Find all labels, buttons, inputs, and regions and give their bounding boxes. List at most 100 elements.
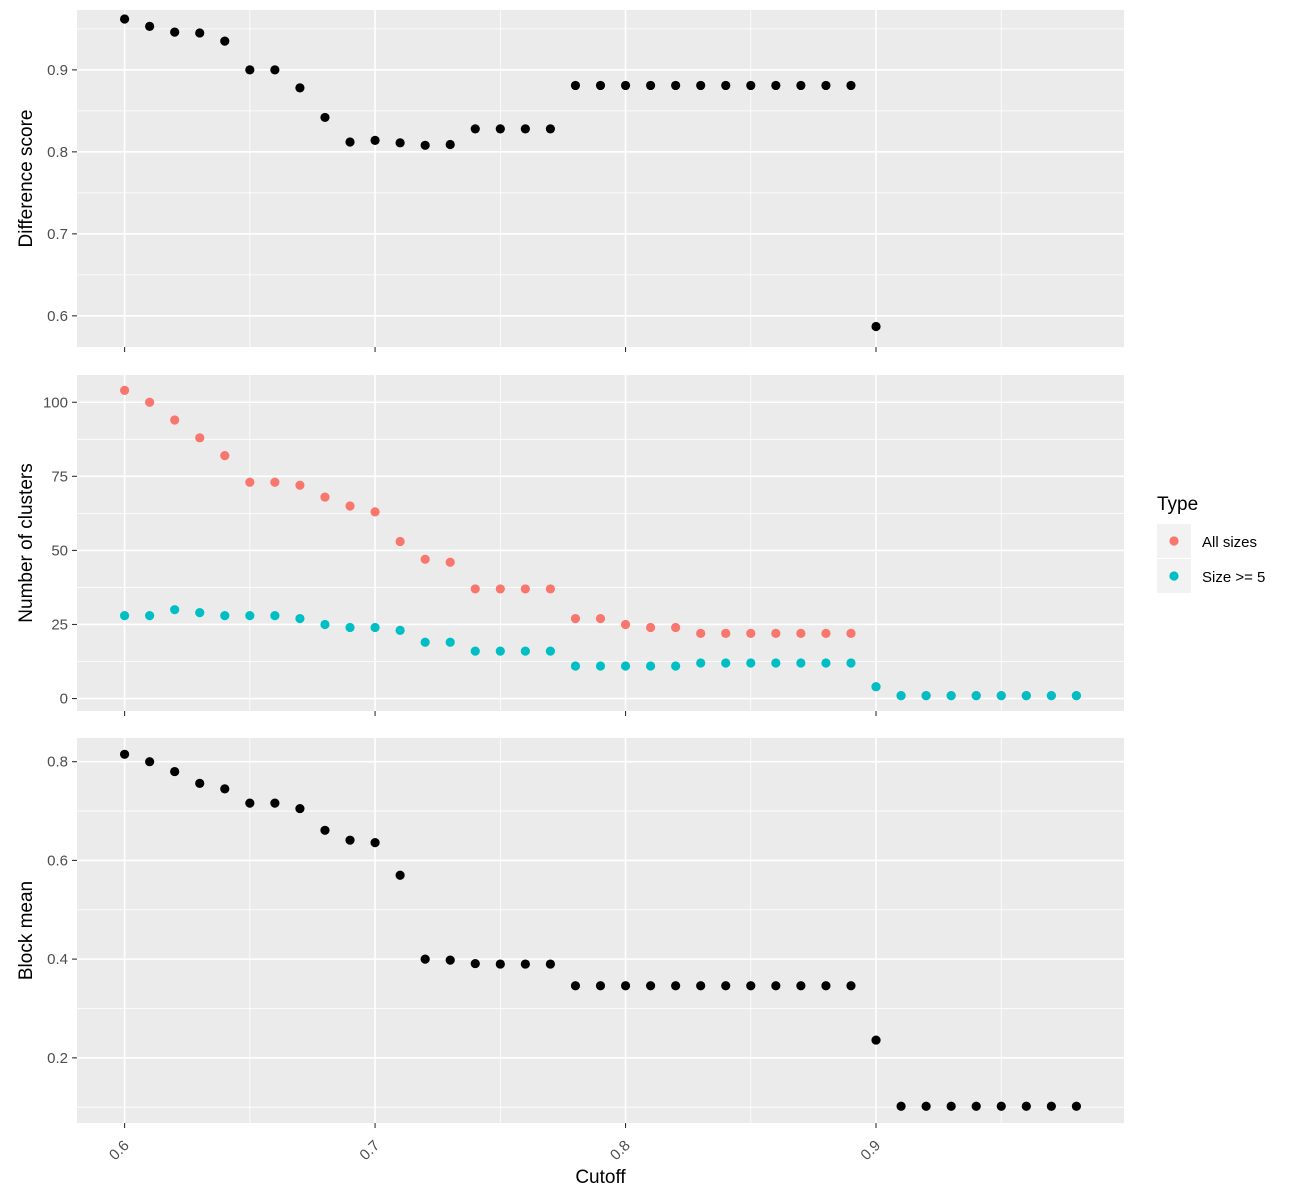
- panel-background: [77, 10, 1124, 347]
- data-point: [470, 958, 480, 969]
- y-tick-label: 0.2: [47, 1050, 68, 1067]
- series-1: [119, 749, 1082, 1111]
- data-point: [721, 981, 731, 991]
- data-point: [170, 605, 180, 615]
- data-point: [1046, 690, 1056, 701]
- data-point: [420, 954, 430, 964]
- data-point: [119, 385, 130, 396]
- data-point: [570, 661, 581, 671]
- data-point: [771, 628, 781, 638]
- data-point: [345, 622, 355, 633]
- data-point: [696, 658, 706, 668]
- y-tick-label: 0: [60, 691, 68, 708]
- data-point: [921, 690, 931, 701]
- data-point: [696, 80, 706, 91]
- y-tick-label: 0.4: [47, 951, 68, 968]
- data-point: [295, 83, 305, 93]
- data-point: [395, 536, 405, 547]
- y-tick-label: 50: [51, 542, 68, 559]
- data-point: [245, 477, 255, 487]
- data-point: [796, 658, 806, 668]
- data-point: [1071, 1101, 1082, 1111]
- data-point: [746, 80, 756, 91]
- data-point: [520, 646, 530, 656]
- y-tick-label: 0.8: [47, 144, 68, 161]
- data-point: [145, 610, 155, 621]
- data-point: [345, 137, 355, 147]
- data-point: [470, 124, 480, 134]
- data-point: [220, 450, 230, 461]
- data-point: [921, 1101, 931, 1111]
- data-point: [495, 646, 505, 656]
- data-point: [846, 981, 856, 991]
- data-point: [846, 658, 856, 668]
- data-point: [821, 981, 831, 991]
- data-point: [245, 65, 255, 75]
- data-point: [696, 628, 706, 638]
- data-point: [821, 658, 831, 668]
- data-point: [420, 637, 430, 647]
- data-point: [170, 766, 180, 777]
- data-point: [119, 749, 130, 759]
- data-point: [971, 690, 981, 701]
- data-point: [746, 981, 756, 991]
- y-tick-label: 100: [43, 394, 68, 411]
- y-tick-label: 25: [51, 616, 68, 633]
- data-point: [195, 778, 205, 789]
- data-point: [370, 135, 380, 145]
- data-point: [220, 610, 230, 621]
- data-point: [295, 803, 305, 814]
- data-point: [145, 397, 155, 407]
- data-point: [370, 507, 380, 517]
- y-axis-title: Block mean: [16, 881, 37, 980]
- data-point: [170, 415, 180, 425]
- data-point: [595, 981, 606, 991]
- data-point: [320, 619, 330, 630]
- data-point: [746, 658, 756, 668]
- panel-3: 0.2 0.4 0.6 0.8 0.6 0.7 0.8 0.9 Block mean Cutoff: [16, 738, 1124, 1188]
- data-point: [896, 690, 906, 701]
- data-point: [796, 80, 806, 91]
- panel-1: 0.6 0.7 0.8 0.9 Difference score: [16, 10, 1124, 352]
- data-point: [195, 28, 205, 38]
- data-point: [871, 682, 881, 692]
- data-point: [520, 124, 530, 134]
- series-1: [119, 14, 881, 332]
- series-1: [119, 385, 1082, 701]
- data-point: [370, 622, 380, 633]
- x-tick-label: 0.9: [857, 1137, 884, 1164]
- data-point: [645, 661, 656, 671]
- legend-dot-size-5: [1169, 571, 1179, 581]
- legend-label-size-5: Size >= 5: [1202, 569, 1265, 586]
- data-point: [395, 625, 405, 636]
- data-point: [996, 1101, 1006, 1111]
- data-point: [520, 584, 530, 594]
- legend: Type All sizes Size >= 5: [1157, 494, 1265, 593]
- data-point: [270, 477, 280, 487]
- data-point: [145, 757, 155, 767]
- data-point: [821, 80, 831, 91]
- data-point: [671, 80, 681, 91]
- data-point: [1046, 1101, 1056, 1111]
- data-point: [645, 981, 656, 991]
- data-point: [1021, 1101, 1031, 1111]
- legend-label-all-sizes: All sizes: [1202, 534, 1257, 551]
- y-tick-label: 0.6: [47, 308, 68, 325]
- data-point: [796, 981, 806, 991]
- data-point: [395, 138, 405, 148]
- panels: 0.6 0.7 0.8 0.9 Difference score 0 25 50 75 100 Nu…: [16, 10, 1124, 1188]
- x-tick-label: 0.6: [106, 1137, 133, 1164]
- data-point: [796, 628, 806, 638]
- y-tick-label: 75: [51, 468, 68, 485]
- data-point: [270, 65, 280, 75]
- data-point: [420, 140, 430, 150]
- data-point: [620, 80, 631, 91]
- data-point: [821, 628, 831, 638]
- data-point: [846, 80, 856, 91]
- data-point: [620, 981, 631, 991]
- data-point: [320, 825, 330, 835]
- data-point: [971, 1101, 981, 1111]
- data-point: [195, 433, 205, 443]
- x-axis-title: Cutoff: [575, 1167, 626, 1188]
